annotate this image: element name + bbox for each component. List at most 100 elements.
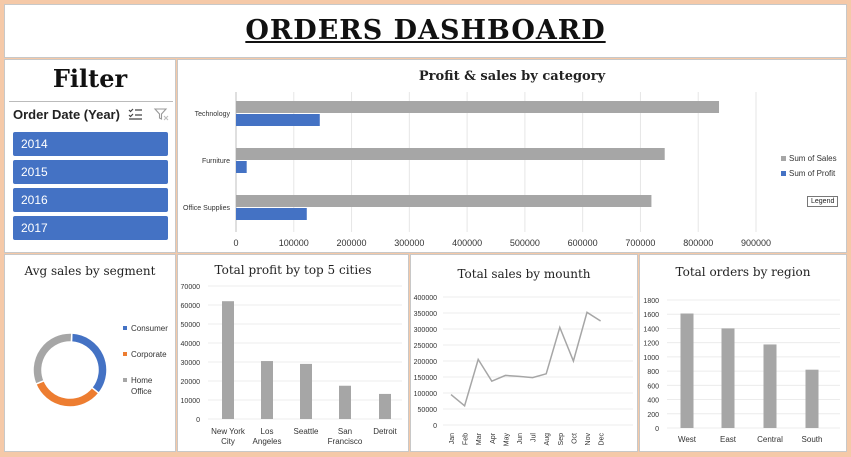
city-bar: [339, 385, 351, 419]
title-panel: ORDERS DASHBOARD: [4, 4, 847, 58]
month-label: Jul: [531, 433, 538, 442]
year-2016-item[interactable]: 2016: [13, 188, 168, 212]
clear-filter-icon[interactable]: [153, 106, 169, 122]
city-label: New York: [211, 427, 246, 436]
month-label: May: [503, 433, 510, 447]
legend-label-profit: Sum of Profit: [789, 169, 836, 178]
month-label: Jan: [449, 433, 456, 444]
legend-tooltip: Legend: [807, 196, 839, 207]
months-chart-title: Total sales by mounth: [457, 267, 591, 281]
x-tick-label: 200000: [337, 238, 367, 248]
city-label: Los: [261, 427, 274, 436]
segment-chart-title: Avg sales by segment: [24, 264, 156, 278]
segment-legend-label: Home: [131, 376, 153, 385]
y-tick-label: 60000: [181, 303, 201, 310]
regions-chart: 0 200 400 600 800 1000 1200 1400 1600 1800 West Eas…: [643, 298, 840, 444]
segment-legend-label: Office: [131, 387, 152, 396]
y-tick-label: 30000: [181, 360, 201, 367]
segment-chart: Consumer Corporate Home Office: [32, 324, 168, 408]
city-label: Detroit: [373, 427, 397, 436]
category-chart-title: Profit & sales by category: [418, 69, 606, 84]
y-tick-label: 40000: [181, 341, 201, 348]
y-tick-label: 400000: [414, 295, 437, 302]
y-tick-label: 70000: [181, 284, 201, 291]
month-label: Jun: [517, 433, 524, 444]
y-tick-label: 1800: [643, 298, 659, 305]
y-tick-label: 1400: [643, 326, 659, 333]
city-bar: [261, 361, 273, 419]
city-bar: [300, 363, 312, 419]
y-tick-label: 150000: [414, 375, 437, 382]
y-tick-label: 350000: [414, 311, 437, 318]
city-label: Francisco: [328, 437, 363, 446]
x-tick-label: 900000: [741, 238, 771, 248]
year-2014-item[interactable]: 2014: [13, 132, 168, 156]
cities-chart-panel: Total profit by top 5 cities 0 10000 20000…: [177, 254, 409, 452]
x-tick-label: 600000: [568, 238, 598, 248]
multi-select-icon[interactable]: [127, 106, 143, 122]
legend-swatch-sales: [781, 156, 786, 161]
year-2017-item[interactable]: 2017: [13, 216, 168, 240]
x-tick-label: 800000: [683, 238, 713, 248]
y-tick-label: 0: [433, 423, 437, 430]
sales-bar: [236, 195, 652, 207]
city-label: City: [221, 437, 235, 446]
region-bar: [680, 313, 694, 428]
y-tick-label: 50000: [418, 407, 438, 414]
y-tick-label: 600: [647, 383, 659, 390]
city-bar: [379, 393, 391, 419]
segment-slice: [32, 332, 73, 386]
month-label: Aug: [544, 433, 551, 446]
segment-legend-label: Corporate: [131, 350, 167, 359]
region-label: South: [802, 435, 823, 444]
region-label: West: [678, 435, 697, 444]
filter-panel: Filter Order Date (Year) 2014 2015 2016 …: [4, 59, 176, 253]
region-bar: [721, 328, 735, 428]
y-tick-label: 0: [655, 426, 659, 433]
y-tick-label: 800: [647, 369, 659, 376]
y-tick-label: 20000: [181, 379, 201, 386]
x-tick-label: 300000: [394, 238, 424, 248]
month-label: Nov: [585, 433, 592, 446]
category-chart: 0 100000 200000 300000 400000 500000 600000 700…: [183, 92, 837, 248]
region-label: East: [720, 435, 737, 444]
region-bar: [805, 369, 819, 428]
months-chart: 0 50000 100000 150000 200000 250000 300000 3500…: [414, 295, 633, 447]
city-label: San: [338, 427, 352, 436]
category-label: Technology: [195, 111, 231, 118]
y-tick-label: 300000: [414, 327, 437, 334]
month-label: Feb: [463, 433, 470, 445]
y-tick-label: 50000: [181, 322, 201, 329]
regions-chart-panel: Total orders by region 0 200 400 600 800 1000…: [639, 254, 847, 452]
sales-line: [450, 311, 602, 408]
profit-bar: [236, 161, 247, 173]
legend-swatch-profit: [781, 171, 786, 176]
sales-bar: [236, 148, 665, 160]
month-label: Dec: [599, 433, 606, 446]
category-label: Furniture: [202, 158, 230, 165]
segment-legend-swatch: [123, 326, 127, 330]
filter-title: Filter: [52, 64, 128, 93]
y-tick-label: 10000: [181, 398, 201, 405]
category-label: Office Supplies: [183, 205, 230, 212]
cities-chart-title: Total profit by top 5 cities: [214, 263, 372, 277]
month-label: Sep: [558, 433, 565, 446]
y-tick-label: 100000: [414, 391, 437, 398]
x-tick-label: 100000: [279, 238, 309, 248]
sales-bar: [236, 101, 720, 113]
city-bar: [222, 301, 234, 419]
region-label: Central: [757, 435, 783, 444]
y-tick-label: 1000: [643, 355, 659, 362]
x-tick-label: 0: [233, 238, 238, 248]
year-2015-item[interactable]: 2015: [13, 160, 168, 184]
y-tick-label: 400: [647, 398, 659, 405]
dashboard-title: ORDERS DASHBOARD: [245, 15, 606, 46]
city-label: Angeles: [253, 437, 282, 446]
profit-bar: [236, 208, 307, 220]
month-label: Oct: [571, 433, 578, 444]
year-slicer: Order Date (Year) 2014 2015 2016 2017: [9, 101, 173, 250]
segment-legend-swatch: [123, 352, 127, 356]
y-tick-label: 250000: [414, 343, 437, 350]
y-tick-label: 200000: [414, 359, 437, 366]
months-chart-panel: Total sales by mounth 0 50000 100000 150000…: [410, 254, 638, 452]
